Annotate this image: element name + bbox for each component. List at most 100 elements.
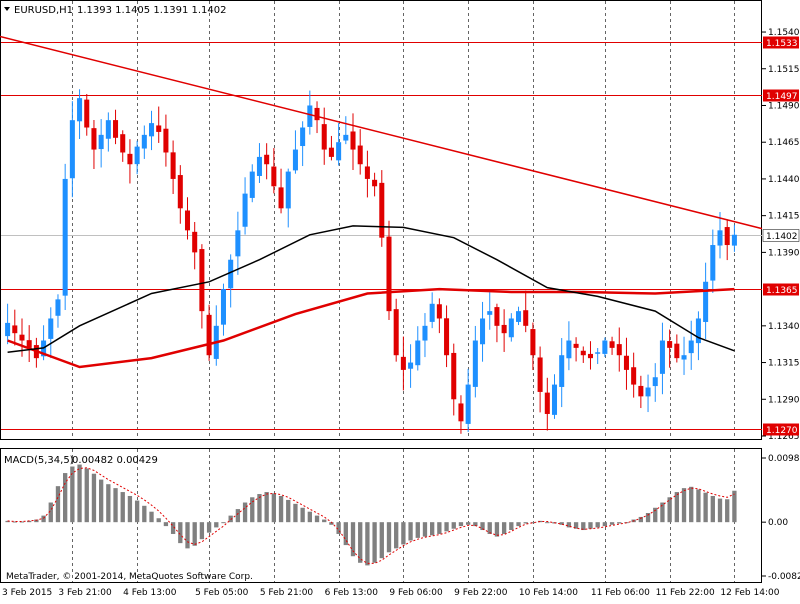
- candle: [645, 374, 651, 413]
- candle-body: [530, 329, 536, 356]
- macd-bar: [5, 520, 10, 523]
- macd-bar: [559, 522, 564, 525]
- moving-averages: [7, 225, 735, 369]
- level-price-label: 1.1533: [766, 39, 798, 49]
- level-price-label: 1.1270: [766, 426, 798, 436]
- candle-body: [645, 387, 651, 397]
- trendline: [0, 35, 763, 230]
- candle: [530, 322, 536, 371]
- candle: [156, 106, 162, 143]
- candle-body: [12, 325, 18, 334]
- macd-signal-line: [7, 467, 735, 564]
- candle: [256, 143, 262, 183]
- candle: [206, 304, 212, 361]
- candle: [623, 337, 629, 390]
- macd-bar: [386, 522, 392, 553]
- price-tick-label: 1.1315: [768, 359, 800, 369]
- macd-bar: [545, 522, 550, 524]
- candle-body: [271, 166, 277, 187]
- candle: [278, 168, 284, 214]
- macd-bar: [235, 509, 241, 523]
- candle-body: [343, 134, 349, 141]
- macd-bar: [379, 522, 384, 559]
- candle: [408, 344, 414, 388]
- candle: [12, 309, 18, 346]
- macd-bar: [473, 522, 478, 527]
- candle-body: [26, 340, 32, 348]
- candle-body: [458, 403, 464, 422]
- candle-body: [573, 343, 579, 348]
- candle: [192, 221, 198, 270]
- candle: [55, 294, 61, 328]
- candle: [321, 107, 327, 165]
- candle: [386, 220, 392, 320]
- candle: [731, 224, 737, 252]
- macd-values: 0.00482 0.00429: [72, 455, 158, 466]
- candle-body: [285, 171, 291, 209]
- candle: [580, 346, 586, 363]
- macd-bar: [156, 518, 161, 523]
- candle: [429, 292, 435, 329]
- candle-body: [623, 355, 629, 370]
- macd-bar: [732, 490, 737, 523]
- candle: [149, 110, 155, 151]
- time-tick-label: 9 Feb 22:00: [454, 588, 508, 598]
- candle-body: [444, 318, 450, 356]
- macd-bar: [163, 522, 169, 527]
- current-price-badge: [762, 229, 800, 242]
- candle: [264, 143, 270, 180]
- candle: [587, 341, 593, 370]
- candle: [62, 163, 68, 310]
- price-tick-label: 1.1515: [768, 65, 800, 75]
- time-tick-label: 4 Feb 13:00: [123, 588, 177, 598]
- triangle-down-icon[interactable]: [4, 7, 10, 11]
- time-tick-label: 11 Feb 22:00: [656, 588, 715, 598]
- candle-body: [357, 145, 363, 165]
- candle: [199, 244, 205, 329]
- level-price-label: 1.1365: [766, 286, 798, 296]
- candle: [710, 229, 716, 293]
- time-tick-label: 3 Feb 21:00: [58, 588, 112, 598]
- current-price-label: 1.1402: [766, 232, 798, 242]
- candle-body: [5, 322, 11, 337]
- candle: [717, 212, 723, 259]
- candle-body: [638, 385, 644, 397]
- candle-body: [120, 134, 126, 153]
- candle: [235, 211, 241, 275]
- macd-bar: [458, 522, 464, 527]
- candle: [141, 125, 147, 159]
- time-tick-label: 6 Feb 13:00: [325, 588, 379, 598]
- candle-body: [134, 146, 140, 165]
- candle: [422, 313, 428, 358]
- candle-body: [170, 152, 176, 179]
- level-price-badge: [763, 36, 799, 49]
- candle-body: [228, 259, 234, 289]
- candle: [688, 320, 694, 370]
- candle-body: [256, 156, 262, 176]
- candle: [638, 375, 644, 409]
- candle: [472, 325, 478, 398]
- candle-body: [580, 350, 586, 356]
- macd-bar: [55, 486, 61, 523]
- macd-bar: [307, 511, 312, 523]
- candle-body: [400, 356, 406, 370]
- macd-bar: [566, 522, 572, 528]
- candle: [77, 89, 83, 139]
- macd-bar: [257, 494, 262, 523]
- candle: [300, 121, 306, 167]
- moving-average-line: [7, 225, 735, 354]
- candle-body: [163, 128, 169, 153]
- macd-bar: [394, 522, 399, 549]
- candle-body: [55, 299, 61, 316]
- macd-bar: [725, 499, 730, 523]
- candle-body: [631, 367, 637, 385]
- candle: [127, 139, 133, 184]
- time-tick-label: 11 Feb 06:00: [591, 588, 650, 598]
- candle: [724, 219, 730, 261]
- macd-bar: [674, 492, 679, 523]
- price-tick-label: 1.1490: [768, 101, 800, 111]
- macd-bar: [185, 522, 190, 549]
- candle: [602, 337, 608, 357]
